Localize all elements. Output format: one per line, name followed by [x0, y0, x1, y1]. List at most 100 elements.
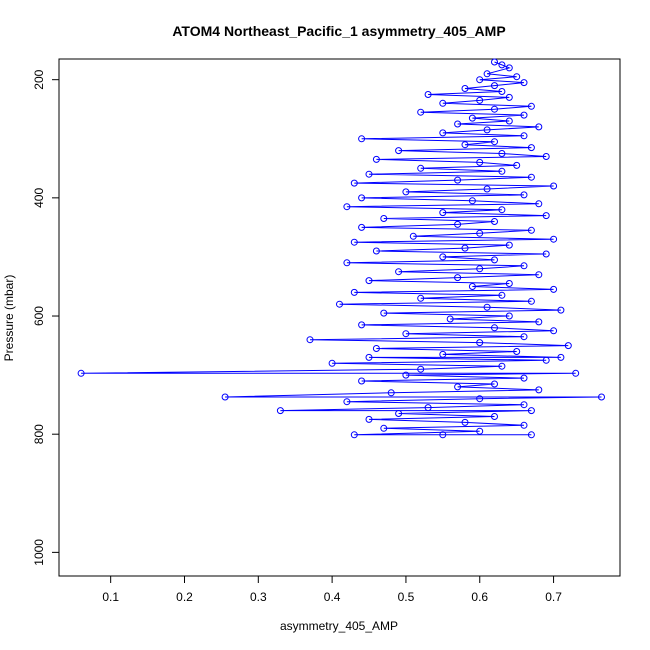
data-point: [498, 362, 506, 370]
data-point: [535, 386, 543, 394]
data-point: [513, 161, 521, 169]
data-point: [380, 424, 388, 432]
data-point: [395, 268, 403, 276]
data-point: [476, 427, 484, 435]
data-point: [513, 73, 521, 81]
y-tick-label: 200: [32, 69, 46, 89]
data-point: [535, 271, 543, 279]
data-point: [476, 76, 484, 84]
data-point: [491, 380, 498, 388]
x-tick-label: 0.5: [398, 590, 415, 604]
data-point: [520, 191, 528, 199]
data-point: [476, 229, 484, 237]
data-point: [535, 200, 543, 208]
data-point: [498, 61, 506, 69]
data-point: [461, 244, 469, 252]
data-point: [520, 79, 528, 87]
data-point: [424, 404, 432, 412]
data-point: [491, 82, 498, 90]
data-point: [483, 303, 491, 311]
x-tick-label: 0.2: [176, 590, 193, 604]
data-point: [468, 283, 476, 290]
data-point: [358, 223, 366, 231]
data-point: [542, 356, 550, 364]
data-point: [372, 155, 380, 163]
data-point: [520, 401, 528, 409]
data-point: [572, 369, 580, 377]
data-point: [527, 431, 535, 439]
data-point: [527, 297, 535, 305]
data-point: [439, 431, 447, 439]
x-tick-label: 0.1: [102, 590, 119, 604]
data-point: [491, 256, 498, 264]
data-point: [395, 410, 403, 417]
data-point: [505, 241, 513, 249]
data-point: [417, 164, 425, 172]
data-point: [350, 288, 358, 296]
data-point: [372, 247, 380, 255]
data-point: [276, 407, 284, 415]
y-axis-label: Pressure (mbar): [2, 275, 16, 362]
data-point: [598, 393, 605, 401]
data-point: [343, 259, 351, 267]
data-point: [402, 371, 410, 379]
data-point: [498, 206, 506, 214]
data-point: [439, 253, 447, 261]
data-point: [395, 147, 403, 155]
data-point: [454, 383, 462, 391]
data-point: [439, 209, 447, 217]
data-point: [336, 300, 343, 308]
data-point: [527, 102, 535, 110]
data-point: [476, 96, 484, 104]
x-tick-label: 0.3: [250, 590, 267, 604]
data-point: [468, 197, 476, 205]
data-point: [476, 395, 484, 403]
data-point: [505, 64, 513, 72]
x-axis-label: asymmetry_405_AMP: [280, 619, 398, 633]
data-point: [542, 250, 550, 258]
data-point: [557, 353, 565, 361]
data-point: [483, 185, 491, 193]
data-point: [424, 91, 432, 98]
data-point: [454, 274, 462, 282]
data-point: [505, 280, 513, 287]
data-point: [358, 377, 366, 385]
chart-title: ATOM4 Northeast_Pacific_1 asymmetry_405_…: [172, 23, 505, 39]
data-point: [491, 413, 498, 420]
data-point: [461, 418, 469, 426]
data-point: [527, 173, 535, 181]
data-point: [542, 153, 550, 160]
data-point: [520, 111, 528, 119]
y-tick-label: 800: [32, 424, 46, 444]
data-point: [527, 226, 535, 234]
y-tick-label: 400: [32, 188, 46, 208]
data-point: [483, 70, 491, 78]
y-tick-label: 1000: [32, 539, 46, 566]
data-point: [542, 212, 550, 220]
data-point: [476, 158, 484, 166]
x-axis: 0.1 0.2 0.3 0.4 0.5 0.6 0.7: [102, 576, 562, 604]
data-point: [350, 179, 358, 187]
data-point: [550, 182, 558, 190]
plot-frame: [58, 58, 621, 577]
data-point: [454, 176, 462, 184]
data-point: [564, 342, 572, 350]
data-point: [343, 203, 351, 211]
data-point: [461, 141, 469, 149]
data-point: [372, 345, 380, 352]
data-point: [520, 374, 528, 382]
data-point: [358, 194, 366, 202]
data-point: [358, 321, 366, 329]
data-point: [491, 58, 498, 66]
data-point: [476, 339, 484, 347]
data-point: [77, 369, 85, 377]
data-point: [550, 327, 558, 335]
y-tick-label: 600: [32, 306, 46, 326]
data-point: [446, 315, 454, 323]
data-point: [520, 333, 528, 341]
data-point: [513, 348, 521, 355]
data-point: [491, 324, 498, 332]
data-point: [505, 93, 513, 101]
data-point: [520, 132, 528, 140]
